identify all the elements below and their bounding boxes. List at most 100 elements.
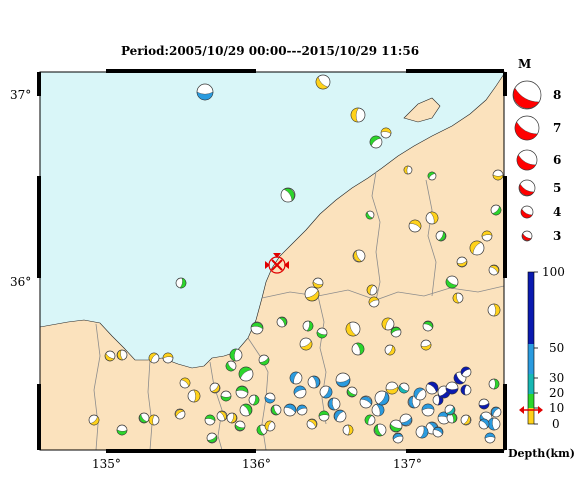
magnitude-legend-ball (520, 205, 534, 219)
event-beachball (365, 210, 375, 220)
event-beachball (239, 403, 253, 417)
event-beachball (398, 382, 410, 394)
event-beachball (264, 420, 276, 432)
magnitude-legend-ball (521, 230, 533, 242)
event-beachball (369, 135, 383, 149)
depth-tick-0: 0 (552, 417, 560, 431)
event-beachball (258, 354, 270, 366)
event-beachball (359, 395, 373, 409)
event-beachball (432, 426, 444, 438)
event-beachball (445, 275, 459, 289)
event-beachball (366, 284, 378, 296)
event-beachball (345, 321, 361, 337)
event-beachball (175, 277, 187, 289)
peninsula (403, 97, 441, 123)
event-beachball (385, 381, 399, 395)
event-beachball (234, 420, 246, 432)
event-beachball (276, 316, 288, 328)
magnitude-legend-label: 8 (553, 88, 561, 102)
event-beachball (333, 409, 347, 423)
event-beachball (248, 394, 260, 406)
depth-scale: 100 50 30 20 10 0 Depth(km) (508, 265, 575, 460)
event-beachball (351, 342, 365, 356)
event-beachball (413, 387, 427, 401)
event-beachball (432, 394, 444, 406)
event-beachball (229, 348, 243, 362)
event-beachball (445, 381, 459, 395)
depth-tick-20: 20 (549, 386, 564, 400)
event-beachball (456, 256, 468, 268)
event-beachball (364, 414, 376, 426)
event-beachball (256, 424, 268, 436)
event-beachball (327, 397, 341, 411)
event-beachball (444, 404, 456, 416)
event-beachball (380, 127, 392, 139)
magnitude-legend-ball (514, 115, 540, 141)
event-beachball (371, 403, 385, 417)
epicenter-marker (265, 253, 289, 274)
event-beachball (226, 412, 238, 424)
event-beachball (335, 372, 351, 388)
magnitude-legend-ball (518, 179, 536, 197)
depth-pointer (519, 406, 543, 414)
event-beachball (425, 211, 439, 225)
event-beachball (296, 404, 308, 416)
event-beachball (318, 410, 330, 422)
depth-tick-50: 50 (549, 341, 564, 355)
land-area (40, 73, 504, 450)
magnitude-legend-ball (512, 80, 542, 110)
event-beachball (316, 327, 328, 339)
event-beachball (196, 83, 214, 101)
event-beachball (415, 425, 429, 439)
event-beachball (488, 378, 500, 390)
event-beachball (304, 286, 320, 302)
depth-tick-30: 30 (549, 371, 564, 385)
map-title: Period:2005/10/29 00:00---2015/10/29 11:… (120, 44, 420, 58)
event-beachball (427, 171, 437, 181)
event-beachball (460, 384, 472, 396)
event-beachball (421, 403, 435, 417)
event-beachball (299, 337, 313, 351)
event-beachball (280, 187, 296, 203)
lat-label-37: 37° (10, 88, 31, 102)
event-beachball (381, 317, 395, 331)
event-beachball (235, 385, 249, 399)
event-beachball (374, 390, 390, 406)
event-beachball (460, 366, 472, 378)
event-beachball (264, 392, 276, 404)
event-beachball (148, 352, 160, 364)
magnitude-legend-label: 4 (553, 205, 561, 219)
event-beachball (352, 249, 366, 263)
event-beachball (148, 414, 160, 426)
event-beachball (312, 277, 324, 289)
magnitude-legend-label: 6 (553, 153, 561, 167)
event-beachball (116, 349, 128, 361)
event-beachball (216, 410, 228, 422)
focal-mechanism-events (88, 74, 504, 444)
event-beachball (116, 424, 128, 436)
event-beachball (420, 339, 432, 351)
event-beachball (88, 414, 100, 426)
event-beachball (238, 366, 254, 382)
event-beachball (422, 320, 434, 332)
event-beachball (315, 74, 331, 90)
event-beachball (452, 292, 464, 304)
event-beachball (373, 423, 387, 437)
event-beachball (490, 406, 502, 418)
event-beachball (481, 230, 493, 242)
event-beachball (206, 432, 218, 444)
event-beachball (179, 377, 191, 389)
event-beachball (250, 321, 264, 335)
event-beachball (487, 417, 501, 431)
event-beachball (478, 418, 490, 430)
event-beachball (204, 414, 216, 426)
magnitude-legend-label: 7 (553, 121, 561, 135)
event-beachball (138, 412, 150, 424)
event-beachball (319, 385, 333, 399)
event-beachball (478, 398, 490, 410)
event-beachball (289, 371, 303, 385)
event-beachball (283, 403, 297, 417)
event-beachball (350, 107, 366, 123)
event-beachball (492, 169, 504, 181)
